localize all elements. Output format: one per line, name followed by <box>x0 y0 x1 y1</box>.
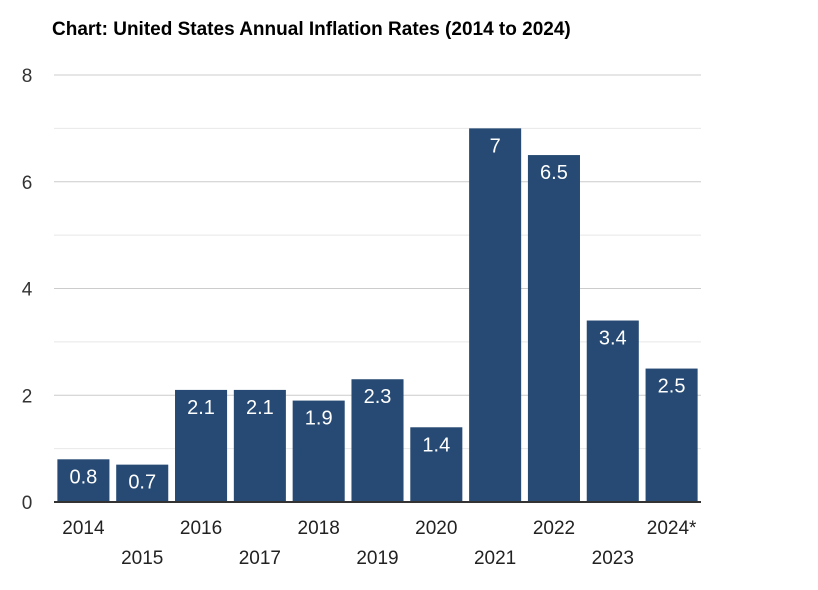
x-tick-label: 2016 <box>180 518 222 539</box>
data-label: 3.4 <box>599 328 627 350</box>
data-label: 1.4 <box>422 434 450 456</box>
data-label: 0.7 <box>128 472 156 494</box>
y-tick-label: 8 <box>22 66 33 87</box>
x-tick-label: 2014 <box>62 518 105 539</box>
data-label: 7 <box>490 135 501 157</box>
x-axis-ticks: 2014 2015 2016 2017 2018 2019 2020 2021 2022 2023… <box>62 518 697 569</box>
bar-2018 <box>292 400 345 502</box>
data-label: 2.1 <box>246 397 274 419</box>
y-tick-label: 4 <box>22 280 33 301</box>
data-label: 2.3 <box>364 386 392 408</box>
data-label: 6.5 <box>540 162 568 184</box>
chart-title: Chart: United States Annual Inflation Ra… <box>52 19 571 40</box>
bar-2017 <box>233 389 286 502</box>
data-labels: 0.8 0.7 2.1 2.1 1.9 2.3 1.4 7 6.5 3.4 2.5 <box>70 135 686 493</box>
bar-2015 <box>116 464 169 502</box>
bar-2022 <box>527 155 580 502</box>
bar-2023 <box>586 320 639 502</box>
x-tick-label: 2019 <box>356 548 398 569</box>
bar-2020 <box>410 427 463 502</box>
y-tick-label: 2 <box>22 386 33 407</box>
y-axis-ticks: 0 2 4 6 8 <box>22 66 33 514</box>
x-tick-label: 2021 <box>474 548 516 569</box>
data-label: 2.1 <box>187 397 215 419</box>
x-tick-label: 2018 <box>298 518 340 539</box>
x-tick-label: 2023 <box>592 548 634 569</box>
bar-2014 <box>57 459 110 502</box>
data-label: 2.5 <box>658 376 686 398</box>
bar-2021 <box>469 128 522 502</box>
x-tick-label: 2020 <box>415 518 457 539</box>
y-tick-label: 6 <box>22 173 33 194</box>
bar-2016 <box>175 389 228 502</box>
bar-2019 <box>351 379 404 502</box>
x-tick-label: 2024* <box>647 518 697 539</box>
bars <box>57 128 698 502</box>
data-label: 1.9 <box>305 408 333 430</box>
x-tick-label: 2017 <box>239 548 281 569</box>
x-tick-label: 2015 <box>121 548 163 569</box>
data-label: 0.8 <box>70 466 98 488</box>
x-tick-label: 2022 <box>533 518 575 539</box>
y-tick-label: 0 <box>22 493 33 514</box>
bar-2024 <box>645 368 698 502</box>
